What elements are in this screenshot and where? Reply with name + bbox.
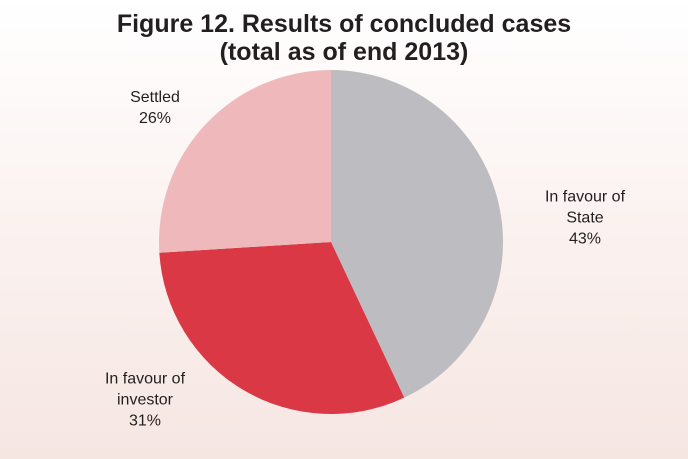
- pie-slice: [331, 70, 503, 398]
- slice-label: In favour of State 43%: [534, 187, 637, 250]
- value-label: 31%: [128, 412, 162, 430]
- category-label: In favour of investor: [104, 370, 186, 409]
- category-label: In favour of State: [544, 188, 626, 227]
- chart-title: Figure 12. Results of concluded cases: [116, 10, 572, 38]
- slice-label: In favour of investor 31%: [95, 369, 195, 432]
- pie-slice: [159, 242, 405, 414]
- category-label: Settled: [130, 89, 180, 106]
- chart-subtitle: (total as of end 2013): [219, 38, 469, 66]
- value-label: 43%: [568, 230, 602, 248]
- value-label: 26%: [138, 110, 172, 127]
- slice-label: Settled 26%: [130, 87, 180, 129]
- pie-slice: [159, 70, 331, 253]
